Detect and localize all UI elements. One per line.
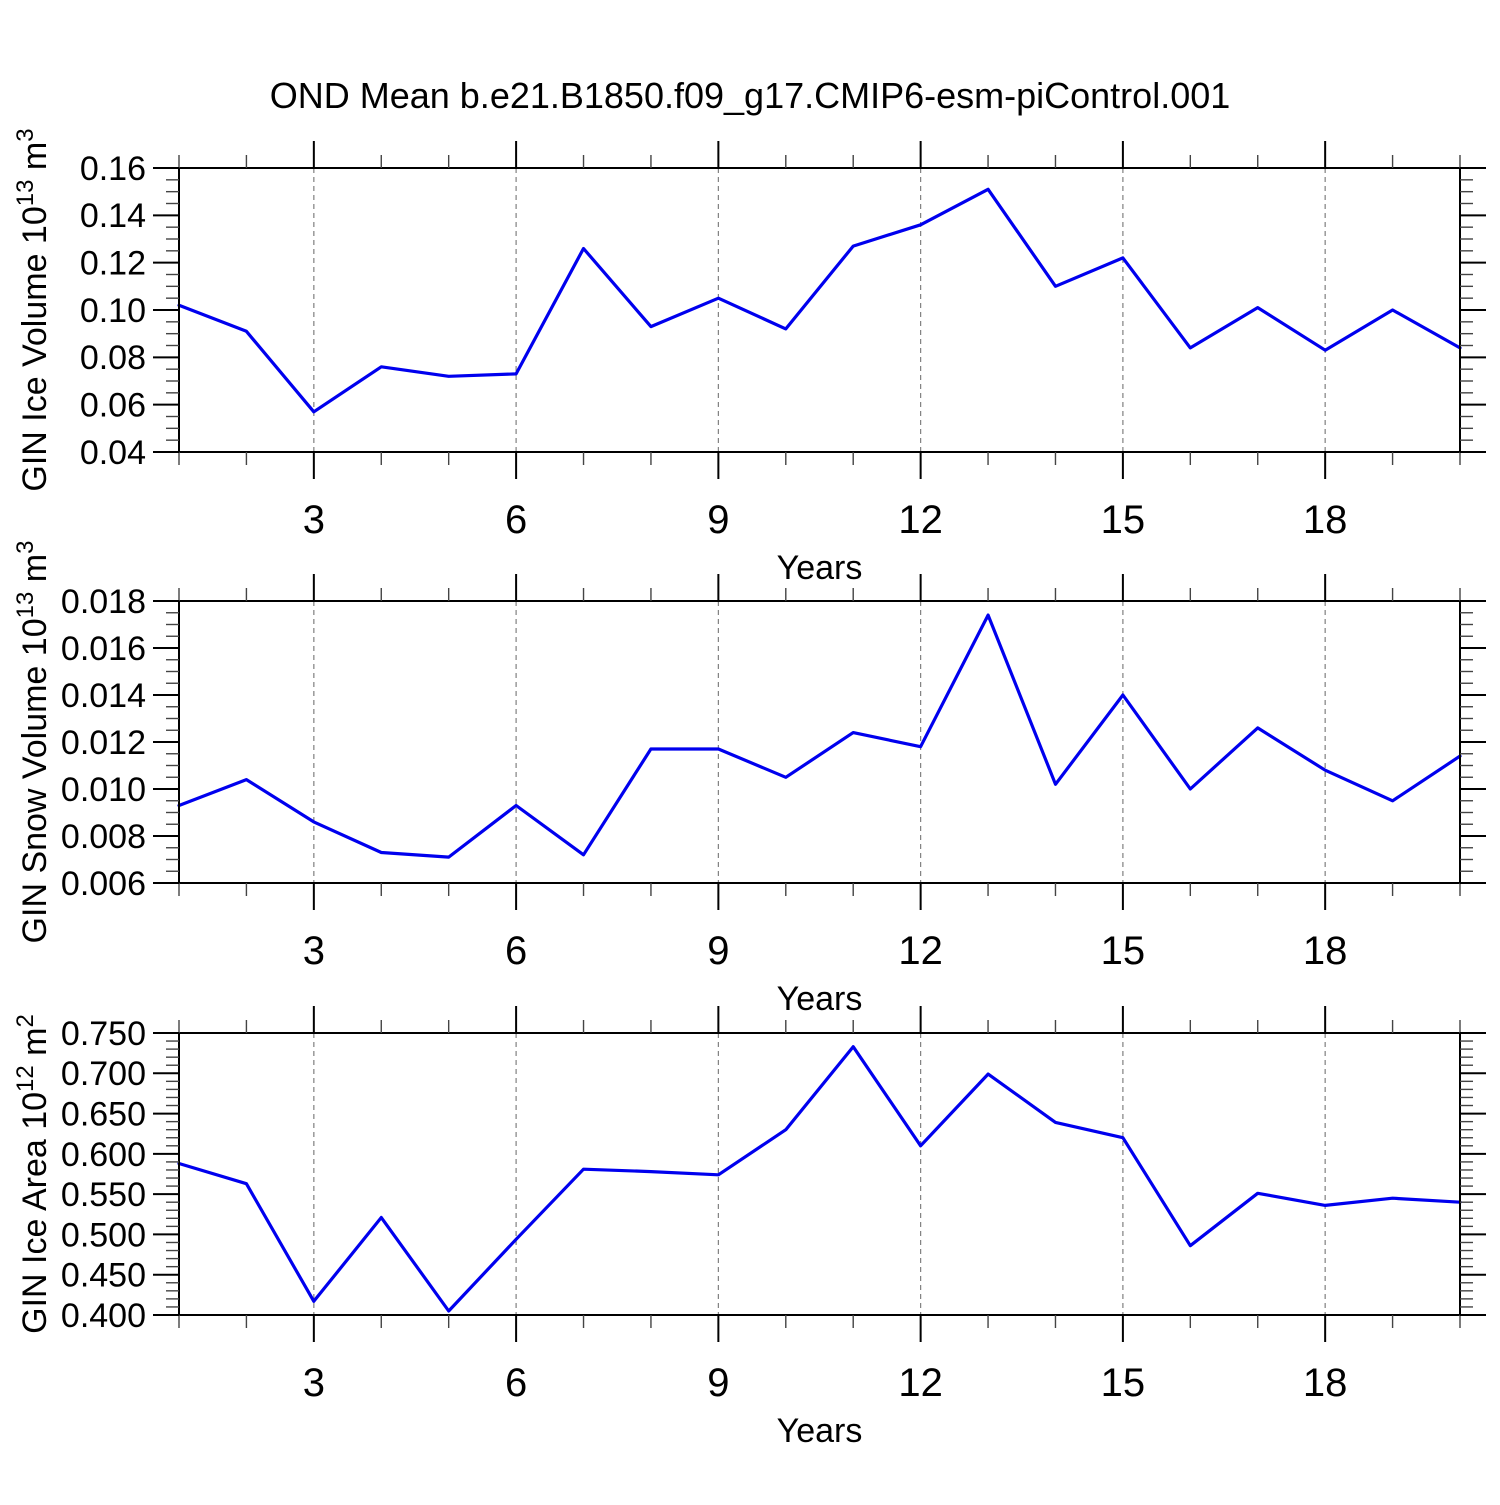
y-tick-label: 0.10 — [80, 292, 146, 330]
y-tick-label: 0.010 — [61, 771, 146, 809]
y-tick-label: 0.750 — [61, 1015, 146, 1053]
y-tick-label: 0.006 — [61, 865, 146, 903]
panels-group: 0.16 0.14 0.12 0.10 0.08 0.06 0.04 3 6 9 12 15 18 Yea… — [12, 128, 1486, 1450]
y-tick-label: 0.450 — [61, 1257, 146, 1295]
panel-3-gin-ice-area: 0.7500.7000.6500.6000.5500.5000.4500.400… — [12, 1006, 1486, 1450]
x-tick-label: 9 — [707, 1361, 729, 1405]
x-tick-label: 15 — [1101, 1361, 1146, 1405]
y-tick-label: 0.014 — [61, 677, 146, 715]
data-line — [177, 187, 1462, 414]
x-tick-label: 9 — [707, 929, 729, 973]
y-tick-label: 0.016 — [61, 630, 146, 668]
y-tick-label: 0.12 — [80, 245, 146, 283]
y-tick-label: 0.012 — [61, 724, 146, 762]
panel-1-gin-ice-volume: 0.16 0.14 0.12 0.10 0.08 0.06 0.04 3 6 9 12 15 18 Yea… — [12, 128, 1486, 587]
y-tick-label: 0.14 — [80, 197, 146, 235]
y-tick-label: 0.16 — [80, 150, 146, 188]
axis-frame — [178, 1032, 1461, 1316]
x-tick-label: 12 — [898, 498, 943, 542]
x-tick-label: 6 — [505, 1361, 527, 1405]
x-axis-title: Years — [777, 980, 863, 1018]
y-tick-label: 0.700 — [61, 1055, 146, 1093]
x-tick-label: 18 — [1303, 929, 1348, 973]
y-tick-label: 0.018 — [61, 583, 146, 621]
axis-frame — [178, 167, 1461, 453]
x-tick-label: 15 — [1101, 498, 1146, 542]
y-tick-label: 0.500 — [61, 1216, 146, 1254]
y-tick-label: 0.550 — [61, 1176, 146, 1214]
x-tick-label: 15 — [1101, 929, 1146, 973]
y-tick-label: 0.008 — [61, 818, 146, 856]
y-tick-label: 0.400 — [61, 1297, 146, 1335]
x-tick-label: 18 — [1303, 498, 1348, 542]
x-tick-label: 6 — [505, 498, 527, 542]
chart-title: OND Mean b.e21.B1850.f09_g17.CMIP6-esm-p… — [270, 75, 1231, 116]
x-tick-label: 18 — [1303, 1361, 1348, 1405]
data-line — [177, 1045, 1462, 1313]
y-tick-label: 0.06 — [80, 387, 146, 425]
y-tick-label: 0.600 — [61, 1136, 146, 1174]
x-tick-label: 12 — [898, 929, 943, 973]
y-axis-title: GIN Snow Volume 1013 m3 — [12, 541, 54, 944]
y-tick-label: 0.08 — [80, 339, 146, 377]
x-tick-label: 3 — [303, 1361, 325, 1405]
x-tick-label: 6 — [505, 929, 527, 973]
x-tick-label: 3 — [303, 929, 325, 973]
x-axis-title: Years — [777, 1412, 863, 1450]
x-tick-label: 3 — [303, 498, 325, 542]
x-tick-label: 12 — [898, 1361, 943, 1405]
data-line — [177, 613, 1462, 859]
y-axis-title: GIN Ice Volume 1013 m3 — [12, 128, 54, 491]
x-axis-title: Years — [777, 549, 863, 587]
panel-2-gin-snow-volume: 0.018 0.016 0.014 0.012 0.010 0.008 0.006 3 6 9 12… — [12, 541, 1486, 1018]
axis-frame — [178, 600, 1461, 884]
y-tick-label: 0.04 — [80, 434, 146, 472]
x-tick-label: 9 — [707, 498, 729, 542]
y-tick-label: 0.650 — [61, 1095, 146, 1133]
y-axis-title: GIN Ice Area 1012 m2 — [12, 1014, 54, 1334]
